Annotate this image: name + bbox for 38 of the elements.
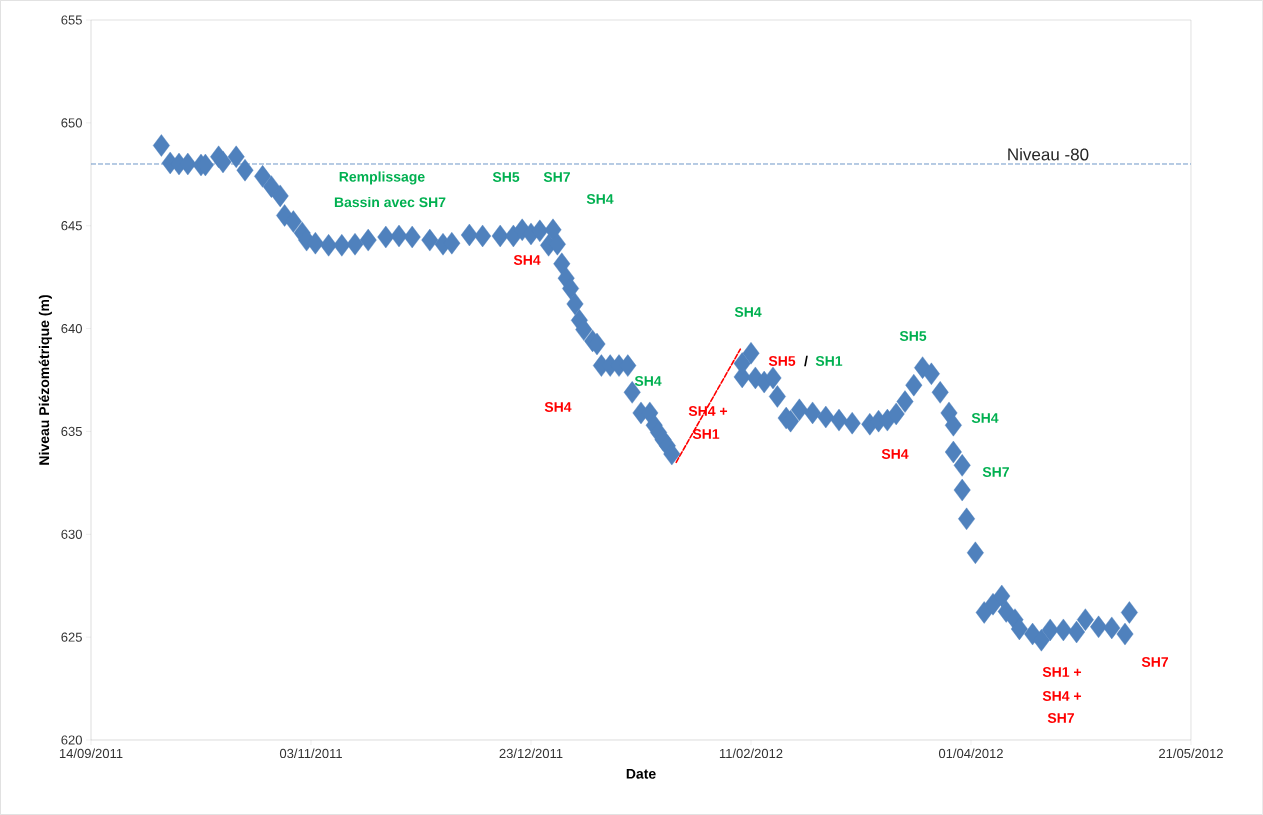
annotation: SH4 — [971, 413, 999, 423]
annotation: SH4 — [734, 307, 762, 317]
x-tick-label: 14/09/2011 — [59, 748, 123, 759]
annotation: SH5 — [899, 331, 927, 341]
annotation: SH7 — [982, 467, 1009, 477]
annotation: / — [804, 355, 808, 367]
y-axis-title: Niveau Piézométrique (m) — [38, 295, 52, 465]
y-tick-label: 650 — [61, 118, 82, 128]
ref-line-label: Niveau -80 — [1008, 147, 1089, 161]
x-tick-label: 23/12/2011 — [499, 748, 563, 759]
y-tick-label: 640 — [61, 323, 82, 334]
y-tick-label: 630 — [61, 529, 82, 539]
annotation: SH4 — [881, 449, 909, 459]
x-tick-label: 11/02/2012 — [719, 748, 783, 759]
annotation: Remplissage — [339, 171, 425, 185]
annotation: SH1 — [815, 356, 843, 366]
annotation: SH4 — [544, 402, 572, 412]
annotation: SH1 — [692, 429, 720, 439]
x-axis-title: Date — [626, 768, 656, 779]
annotation: SH7 — [1141, 657, 1169, 667]
x-tick-label: 21/05/2012 — [1159, 748, 1223, 759]
y-tick-label: 655 — [61, 15, 82, 25]
y-tick-label: 625 — [61, 632, 82, 642]
annotation: SH5 — [492, 172, 520, 182]
x-tick-label: 01/04/2012 — [938, 748, 1003, 759]
x-tick-label: 03/11/2011 — [279, 748, 342, 759]
y-tick-label: 645 — [61, 221, 82, 231]
y-tick-label: 620 — [61, 735, 82, 745]
annotation: SH4 — [634, 376, 662, 386]
annotation: Bassin avec SH7 — [334, 196, 446, 208]
annotation: SH4 — [513, 255, 541, 265]
annotation: SH4 + — [1042, 691, 1082, 701]
y-tick-label: 635 — [61, 426, 82, 437]
annotation: SH7 — [543, 172, 570, 182]
annotation: SH4 — [586, 194, 614, 204]
annotation: SH5 — [768, 356, 796, 366]
annotation: SH7 — [1047, 713, 1074, 723]
annotation: SH1 + — [1042, 667, 1082, 677]
